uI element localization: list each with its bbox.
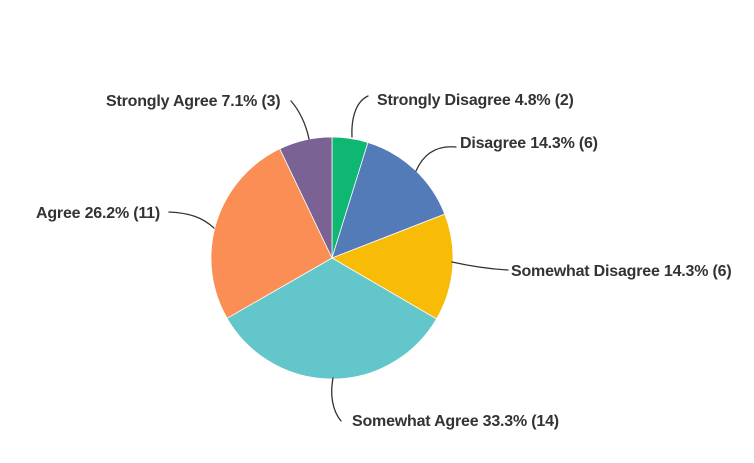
leader-line-agree — [168, 211, 215, 229]
leader-line-somewhat-disagree — [451, 261, 509, 271]
slice-label-somewhat-disagree: Somewhat Disagree 14.3% (6) — [511, 263, 732, 280]
slice-label-strongly-agree: Strongly Agree 7.1% (3) — [106, 93, 281, 110]
pie-slice-agree[interactable] — [210, 148, 333, 319]
slice-label-somewhat-agree: Somewhat Agree 33.3% (14) — [352, 413, 559, 430]
pie-slice-disagree[interactable] — [331, 141, 446, 259]
leader-line-strongly-agree — [290, 100, 310, 140]
leader-line-somewhat-agree — [331, 377, 342, 422]
leader-line-strongly-disagree — [351, 95, 369, 138]
leader-line-disagree — [415, 146, 457, 172]
leader-lines — [168, 95, 509, 422]
slice-label-disagree: Disagree 14.3% (6) — [460, 135, 598, 152]
pie-slice-strongly-agree[interactable] — [279, 136, 333, 259]
slice-label-strongly-disagree: Strongly Disagree 4.8% (2) — [377, 92, 574, 109]
pie-slice-somewhat-disagree[interactable] — [331, 213, 454, 320]
pie-slices — [210, 136, 454, 380]
slice-label-agree: Agree 26.2% (11) — [36, 205, 160, 222]
